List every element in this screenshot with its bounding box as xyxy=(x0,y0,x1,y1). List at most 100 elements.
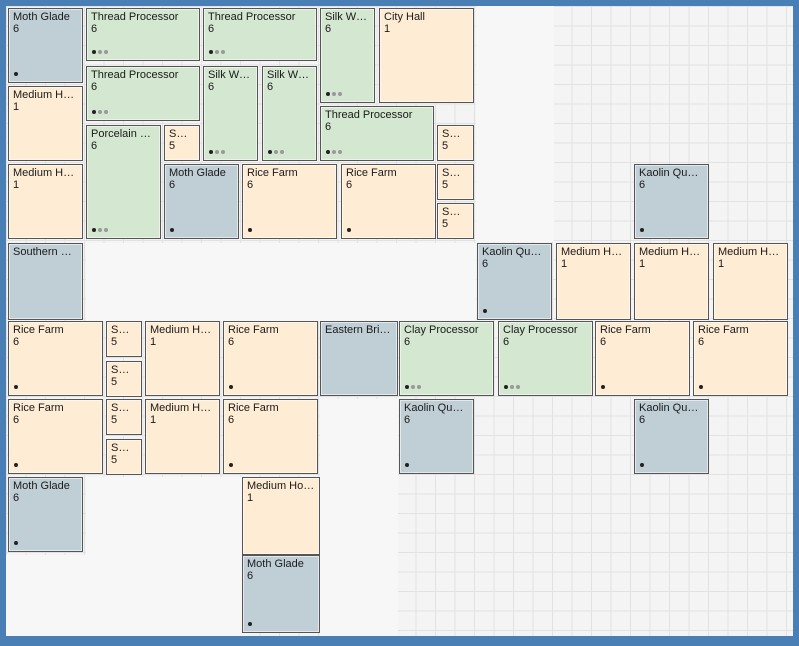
tile-clay-processor[interactable]: Clay Processor 6 xyxy=(399,321,494,396)
status-dots xyxy=(14,541,18,546)
tile-name: Silk Wor... xyxy=(208,69,253,81)
tile-rice-farm[interactable]: Rice Farm 6 xyxy=(223,399,318,474)
tile-value: 1 xyxy=(150,414,157,426)
tile-thread-processor[interactable]: Thread Processor 6 xyxy=(203,8,317,61)
tile-value: 1 xyxy=(561,258,568,270)
tile-rice-farm[interactable]: Rice Farm 6 xyxy=(242,164,337,239)
status-dot-icon xyxy=(274,150,278,154)
tile-value: 6 xyxy=(208,23,215,35)
tile-value: 5 xyxy=(442,179,449,191)
tile-sma[interactable]: Sma...5 xyxy=(106,361,142,397)
status-dot-icon xyxy=(483,309,487,313)
status-dots xyxy=(229,385,233,390)
tile-sma[interactable]: Sma...5 xyxy=(437,164,474,200)
tile-rice-farm[interactable]: Rice Farm 6 xyxy=(595,321,690,396)
empty-area xyxy=(320,399,398,636)
tile-rice-farm[interactable]: Rice Farm 6 xyxy=(341,164,436,239)
tile-medium-home[interactable]: Medium Home 1 xyxy=(145,399,220,474)
status-dots xyxy=(601,385,605,390)
tile-sma[interactable]: Sma...5 xyxy=(106,321,142,357)
tile-name: Kaolin Quarry xyxy=(482,246,547,258)
tile-medium-home[interactable]: Medium Home 1 xyxy=(8,164,83,239)
status-dots xyxy=(248,622,252,627)
status-dot-icon xyxy=(417,385,421,389)
tile-silk-wor[interactable]: Silk Wor... 6 xyxy=(262,66,317,161)
tile-name: Medium Home xyxy=(150,324,215,336)
status-dot-icon xyxy=(98,50,102,54)
tile-porcelain-wo[interactable]: Porcelain Wo...6 xyxy=(86,125,161,239)
status-dot-icon xyxy=(215,150,219,154)
tile-name: Southern Brid... xyxy=(13,246,78,258)
status-dots xyxy=(699,385,703,390)
tile-thread-processor[interactable]: Thread Processor 6 xyxy=(86,66,200,121)
tile-medium-home[interactable]: Medium Home 1 xyxy=(556,243,631,320)
tile-kaolin-quarry[interactable]: Kaolin Quarry 6 xyxy=(634,164,709,239)
tile-moth-glade[interactable]: Moth Glade 6 xyxy=(242,555,320,633)
tile-name: Thread Processor xyxy=(91,69,179,81)
status-dot-icon xyxy=(510,385,514,389)
tile-name: Rice Farm xyxy=(247,167,298,179)
tile-value: 6 xyxy=(639,414,646,426)
status-dots xyxy=(229,463,233,468)
tile-medium-home[interactable]: Medium Home 1 xyxy=(713,243,788,320)
tile-moth-glade[interactable]: Moth Glade 6 xyxy=(8,477,83,552)
tile-clay-processor[interactable]: Clay Processor 6 xyxy=(498,321,593,396)
tile-value: 1 xyxy=(13,101,20,113)
tile-value: 1 xyxy=(639,258,646,270)
tile-value: 6 xyxy=(247,570,254,582)
status-dot-icon xyxy=(338,150,342,154)
status-dot-icon xyxy=(92,110,96,114)
tile-moth-glade[interactable]: Moth Glade 6 xyxy=(164,164,239,239)
status-dots xyxy=(209,150,225,155)
tile-value: 6 xyxy=(91,23,98,35)
tile-name: Sma... xyxy=(442,167,469,179)
tile-value: 6 xyxy=(404,336,411,348)
tile-rice-farm[interactable]: Rice Farm 6 xyxy=(8,321,103,396)
tile-silk-wor[interactable]: Silk Wor... 6 xyxy=(203,66,258,161)
status-dots xyxy=(326,92,342,97)
tile-southern-brid[interactable]: Southern Brid... xyxy=(8,243,83,320)
tile-eastern-bridge[interactable]: Eastern Bridge xyxy=(320,321,398,396)
tile-rice-farm[interactable]: Rice Farm 6 xyxy=(693,321,788,396)
tile-name: Sma... xyxy=(111,442,137,454)
status-dots xyxy=(483,309,487,314)
status-dot-icon xyxy=(405,385,409,389)
status-dots xyxy=(92,50,108,55)
tile-kaolin-quarry[interactable]: Kaolin Quarry 6 xyxy=(399,399,474,474)
status-dot-icon xyxy=(332,150,336,154)
status-dot-icon xyxy=(221,50,225,54)
tile-medium-home[interactable]: Medium Home 1 xyxy=(634,243,709,320)
tile-rice-farm[interactable]: Rice Farm 6 xyxy=(8,399,103,474)
tile-sma[interactable]: Sma...5 xyxy=(437,203,474,239)
tile-kaolin-quarry[interactable]: Kaolin Quarry 6 xyxy=(477,243,552,320)
tile-thread-processor[interactable]: Thread Processor 6 xyxy=(320,106,434,161)
tile-moth-glade[interactable]: Moth Glade 6 xyxy=(8,8,83,83)
tile-medium-home[interactable]: Medium Home 1 xyxy=(242,477,320,555)
tile-name: Moth Glade xyxy=(13,11,70,23)
status-dot-icon xyxy=(326,150,330,154)
tile-medium-home[interactable]: Medium Home 1 xyxy=(8,86,83,161)
status-dot-icon xyxy=(104,50,108,54)
status-dot-icon xyxy=(405,463,409,467)
tile-value: 6 xyxy=(91,140,98,152)
status-dot-icon xyxy=(170,228,174,232)
tile-medium-home[interactable]: Medium Home 1 xyxy=(145,321,220,396)
tile-value: 5 xyxy=(442,218,449,230)
empty-area xyxy=(476,6,554,242)
tile-silk-wor[interactable]: Silk Wor... 6 xyxy=(320,8,375,103)
tile-value: 6 xyxy=(404,414,411,426)
tile-name: Rice Farm xyxy=(600,324,651,336)
tile-sma[interactable]: Sma...5 xyxy=(164,125,200,161)
status-dot-icon xyxy=(640,463,644,467)
tile-rice-farm[interactable]: Rice Farm 6 xyxy=(223,321,318,396)
tile-name: Rice Farm xyxy=(228,324,279,336)
tile-value: 6 xyxy=(228,414,235,426)
tile-sma[interactable]: Sma...5 xyxy=(106,439,142,475)
tile-sma[interactable]: Sma...5 xyxy=(437,125,474,161)
tile-city-hall[interactable]: City Hall 1 xyxy=(379,8,474,103)
tile-sma[interactable]: Sma...5 xyxy=(106,399,142,435)
tile-value: 6 xyxy=(482,258,489,270)
status-dots xyxy=(405,463,409,468)
tile-kaolin-quarry[interactable]: Kaolin Quarry 6 xyxy=(634,399,709,474)
tile-thread-processor[interactable]: Thread Processor 6 xyxy=(86,8,200,61)
